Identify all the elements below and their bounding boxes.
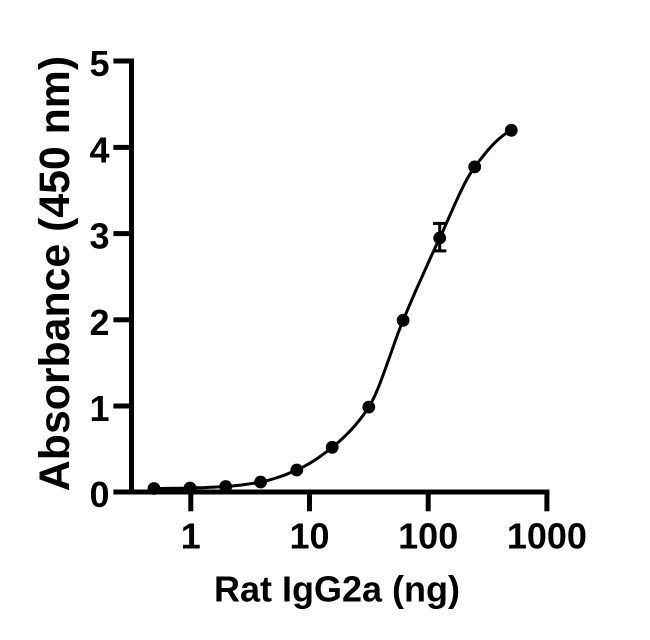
svg-text:Absorbance (450 nm): Absorbance (450 nm) — [31, 56, 79, 491]
svg-text:1: 1 — [89, 388, 109, 429]
svg-text:3: 3 — [89, 216, 109, 257]
svg-text:4: 4 — [89, 129, 109, 170]
svg-text:Rat IgG2a (ng): Rat IgG2a (ng) — [214, 569, 460, 610]
svg-text:2: 2 — [89, 302, 109, 343]
svg-text:1000: 1000 — [507, 516, 587, 557]
svg-text:5: 5 — [89, 43, 109, 84]
svg-text:10: 10 — [289, 516, 329, 557]
svg-text:100: 100 — [398, 516, 458, 557]
svg-text:0: 0 — [89, 474, 109, 515]
svg-text:1: 1 — [181, 516, 201, 557]
